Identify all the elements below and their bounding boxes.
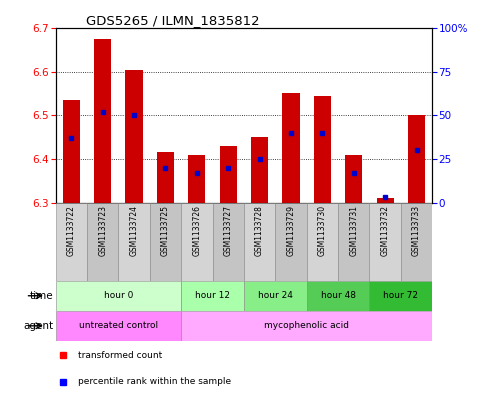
- Bar: [181, 281, 244, 311]
- Text: mycophenolic acid: mycophenolic acid: [264, 321, 349, 331]
- Bar: [244, 202, 275, 281]
- Bar: [307, 202, 338, 281]
- Text: GSM1133728: GSM1133728: [255, 205, 264, 256]
- Bar: [63, 100, 80, 202]
- Text: GSM1133733: GSM1133733: [412, 205, 421, 256]
- Text: GSM1133731: GSM1133731: [349, 205, 358, 256]
- Bar: [369, 202, 401, 281]
- Bar: [283, 94, 299, 202]
- Text: untreated control: untreated control: [79, 321, 158, 331]
- Bar: [220, 146, 237, 202]
- Bar: [87, 202, 118, 281]
- Bar: [338, 202, 369, 281]
- Text: agent: agent: [23, 321, 53, 331]
- Text: hour 24: hour 24: [258, 291, 293, 300]
- Bar: [213, 202, 244, 281]
- Bar: [150, 202, 181, 281]
- Bar: [408, 115, 425, 202]
- Text: GDS5265 / ILMN_1835812: GDS5265 / ILMN_1835812: [85, 14, 259, 27]
- Bar: [377, 198, 394, 202]
- Text: GSM1133729: GSM1133729: [286, 205, 296, 256]
- Text: GSM1133730: GSM1133730: [318, 205, 327, 256]
- Text: GSM1133722: GSM1133722: [67, 205, 76, 256]
- Bar: [275, 202, 307, 281]
- Bar: [251, 137, 268, 202]
- Text: hour 48: hour 48: [321, 291, 355, 300]
- Bar: [94, 39, 111, 202]
- Text: GSM1133723: GSM1133723: [98, 205, 107, 256]
- Text: hour 12: hour 12: [195, 291, 230, 300]
- Bar: [345, 154, 362, 202]
- Bar: [56, 281, 181, 311]
- Bar: [56, 202, 87, 281]
- Bar: [307, 281, 369, 311]
- Text: GSM1133727: GSM1133727: [224, 205, 233, 256]
- Bar: [56, 311, 181, 341]
- Bar: [157, 152, 174, 202]
- Text: percentile rank within the sample: percentile rank within the sample: [78, 377, 231, 386]
- Bar: [181, 311, 432, 341]
- Text: hour 72: hour 72: [384, 291, 418, 300]
- Text: GSM1133725: GSM1133725: [161, 205, 170, 256]
- Text: transformed count: transformed count: [78, 351, 162, 360]
- Text: hour 0: hour 0: [104, 291, 133, 300]
- Bar: [188, 154, 205, 202]
- Bar: [369, 281, 432, 311]
- Text: time: time: [29, 291, 53, 301]
- Text: GSM1133732: GSM1133732: [381, 205, 390, 256]
- Bar: [244, 281, 307, 311]
- Bar: [126, 70, 142, 202]
- Text: GSM1133726: GSM1133726: [192, 205, 201, 256]
- Bar: [401, 202, 432, 281]
- Bar: [314, 95, 331, 202]
- Text: GSM1133724: GSM1133724: [129, 205, 139, 256]
- Bar: [181, 202, 213, 281]
- Bar: [118, 202, 150, 281]
